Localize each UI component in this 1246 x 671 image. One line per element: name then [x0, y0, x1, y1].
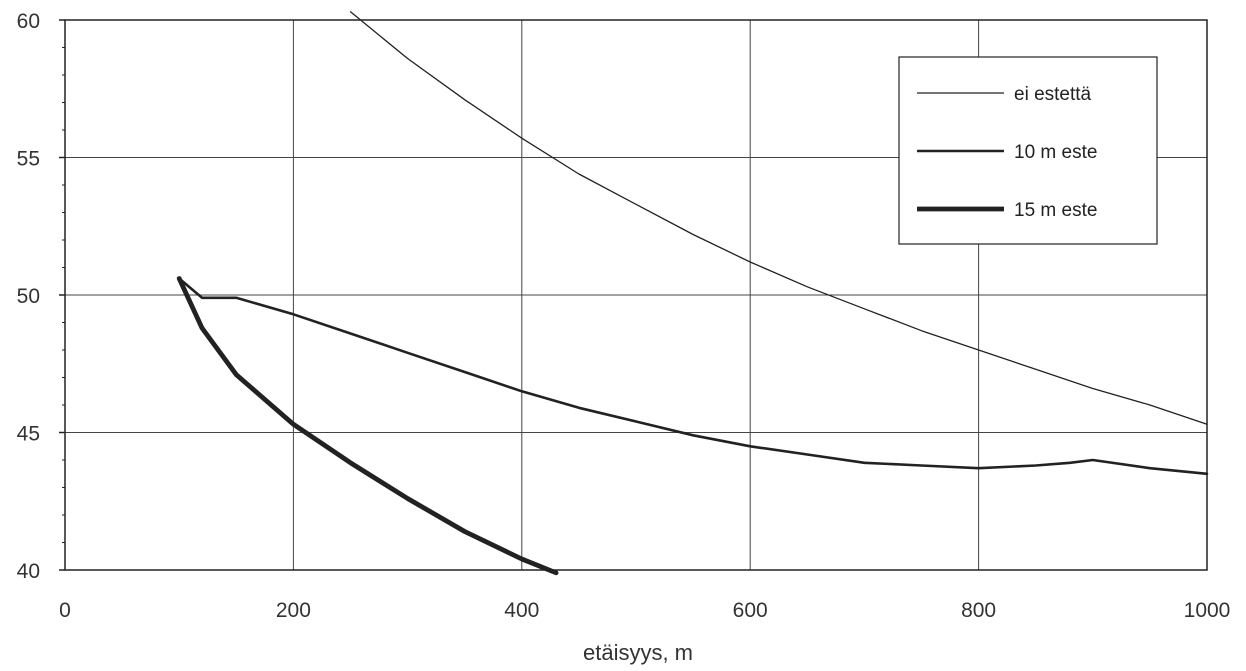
series-line-1	[177, 277, 1209, 476]
y-tick-label-2: 50	[17, 285, 40, 308]
y-tick-label-1: 45	[17, 423, 40, 446]
x-tick-label-0: 0	[59, 599, 71, 622]
y-tick-label-4: 60	[17, 10, 40, 33]
x-tick-label-3: 600	[733, 599, 768, 622]
x-axis-label: etäisyys, m	[583, 640, 693, 665]
x-tick-label-1: 200	[276, 599, 311, 622]
legend-label-1: 10 m este	[1014, 142, 1097, 163]
axes	[59, 19, 1208, 571]
y-tick-label-0: 40	[17, 560, 40, 583]
x-tick-label-2: 400	[504, 599, 539, 622]
series-line-0	[349, 11, 1208, 425]
legend-label-2: 15 m este	[1014, 200, 1097, 221]
x-tick-label-5: 1000	[1184, 599, 1231, 622]
tick-labels: 0 200 400 600 800 1000 40 45 50 55 60	[17, 10, 1231, 622]
x-tick-label-4: 800	[961, 599, 996, 622]
legend: ei estettä 10 m este 15 m este	[898, 56, 1158, 245]
series-line-2	[176, 276, 559, 576]
series-lines	[176, 11, 1209, 576]
y-tick-label-3: 55	[17, 148, 40, 171]
legend-label-0: ei estettä	[1014, 84, 1092, 105]
